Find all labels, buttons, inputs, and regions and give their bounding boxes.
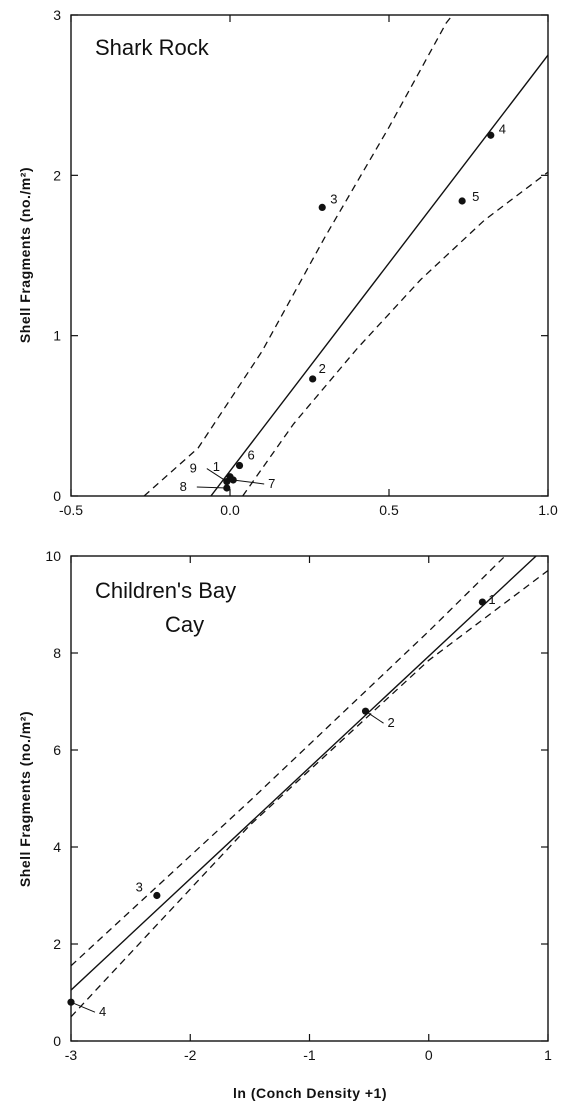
upper-confidence-line: [143, 15, 454, 496]
y-tick-label: 4: [53, 839, 61, 855]
x-tick-label: -0.5: [59, 502, 83, 518]
y-tick-label: 6: [53, 742, 61, 758]
point-leader-line: [365, 710, 384, 724]
point-label: 4: [99, 1004, 106, 1019]
point-label: 3: [330, 191, 337, 206]
plot-frame: [70, 14, 549, 497]
y-tick-label: 1: [53, 328, 61, 344]
y-tick-label: 2: [53, 167, 61, 183]
x-tick-label: 0.0: [220, 502, 240, 518]
data-point-4: [487, 131, 495, 139]
plot-frame: [70, 555, 549, 1042]
x-tick-label: 1.0: [538, 502, 558, 518]
panel-title-line-2: Cay: [165, 612, 204, 637]
x-tick-label: -2: [184, 1047, 197, 1063]
point-leader-line: [70, 1001, 96, 1013]
x-tick-label: 1: [544, 1047, 552, 1063]
point-label: 1: [488, 592, 495, 607]
y-tick-label: 2: [53, 936, 61, 952]
point-label: 5: [472, 189, 479, 204]
point-label: 7: [268, 476, 275, 491]
y-axis-label: Shell Fragments (no./m²): [17, 711, 33, 887]
y-tick-label: 0: [53, 1033, 61, 1049]
point-leader-line: [196, 486, 227, 489]
x-tick-label: -1: [303, 1047, 316, 1063]
lower-confidence-line: [242, 171, 548, 496]
regression-line: [71, 556, 537, 991]
upper-confidence-line: [71, 556, 506, 967]
point-leader-line: [233, 479, 265, 485]
shark-rock-panel: Shark Rock Shell Fragments (no./m²) -0.5…: [17, 7, 558, 518]
point-label: 6: [248, 448, 255, 463]
x-tick-label: 0: [425, 1047, 433, 1063]
lower-confidence-line: [71, 569, 548, 1018]
point-label: 4: [499, 121, 506, 136]
x-axis-label: ln (Conch Density +1): [233, 1085, 387, 1101]
y-tick-label: 10: [45, 548, 61, 564]
y-tick-label: 8: [53, 645, 61, 661]
point-label: 9: [190, 461, 197, 476]
data-point-5: [458, 197, 466, 205]
data-point-2: [309, 375, 317, 383]
data-point-3: [153, 891, 161, 900]
data-point-6: [235, 461, 244, 470]
y-tick-label: 0: [53, 488, 61, 504]
panel-title-line-1: Children's Bay: [95, 578, 236, 603]
point-label: 2: [388, 715, 395, 730]
panel-title: Shark Rock: [95, 35, 210, 60]
y-axis-label: Shell Fragments (no./m²): [17, 167, 33, 343]
point-label: 8: [180, 479, 187, 494]
point-label: 1: [213, 459, 220, 474]
x-tick-label: 0.5: [379, 502, 399, 518]
point-label: 2: [319, 361, 326, 376]
point-label: 3: [136, 880, 143, 895]
x-tick-label: -3: [65, 1047, 78, 1063]
data-point-1: [478, 598, 487, 606]
data-point-3: [318, 203, 326, 211]
childrens-bay-cay-panel: Children's Bay Cay Shell Fragments (no./…: [17, 548, 552, 1101]
y-tick-label: 3: [53, 7, 61, 23]
point-leader-line: [206, 468, 228, 482]
regression-line: [210, 54, 548, 496]
